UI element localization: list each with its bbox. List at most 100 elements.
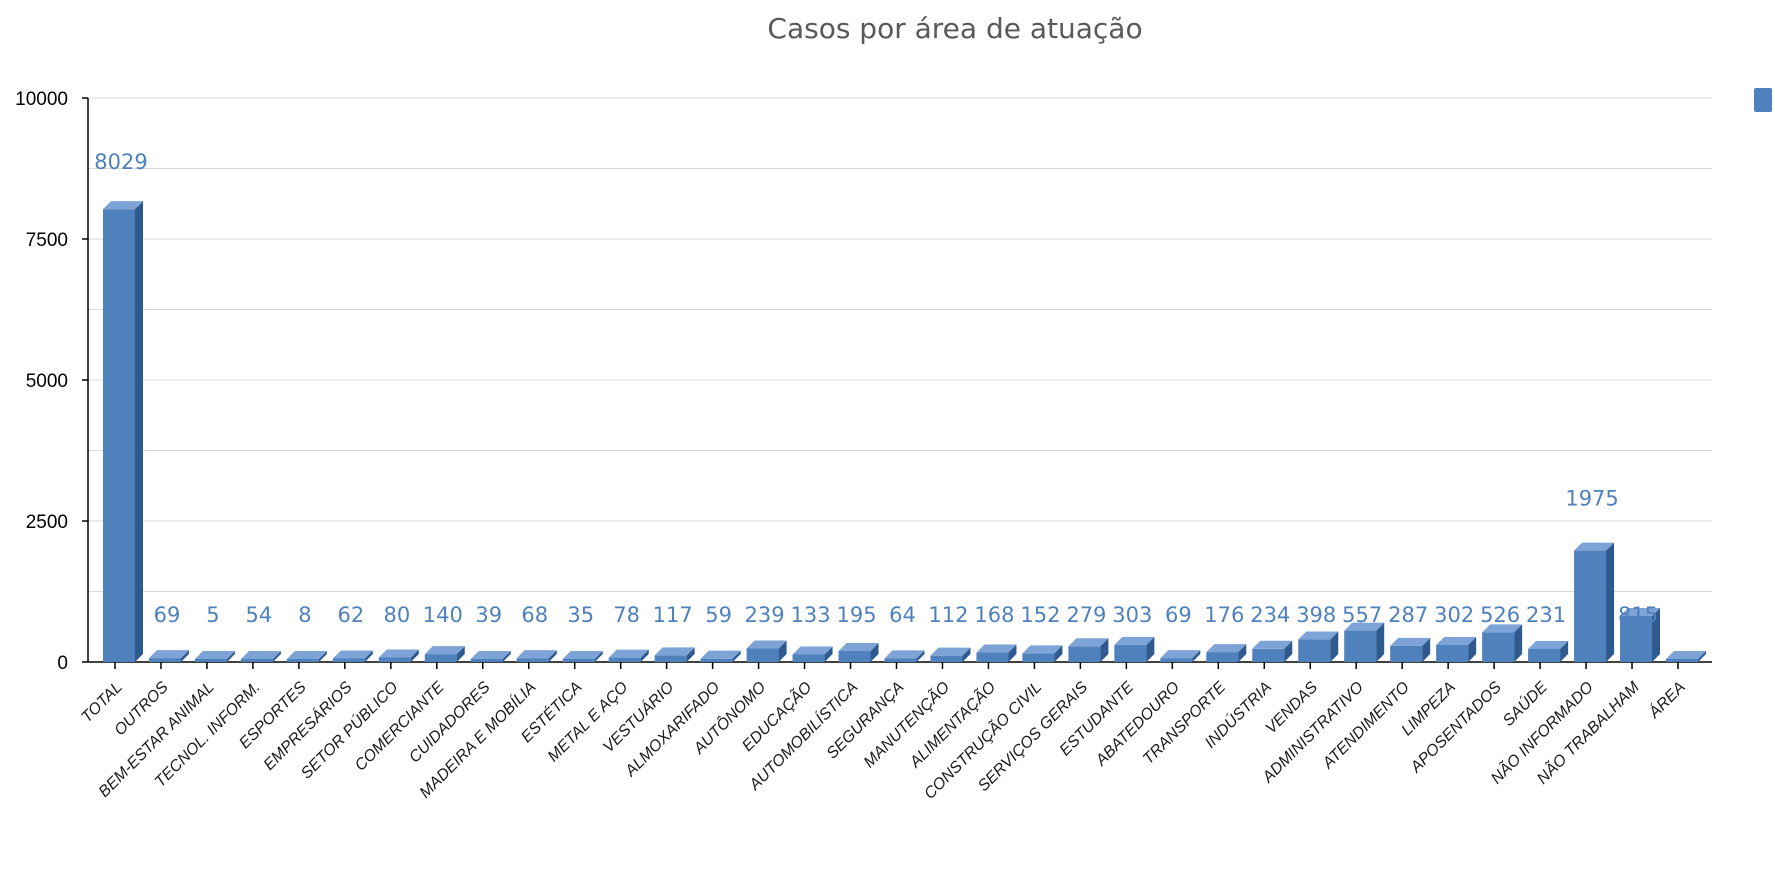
- bar: [1022, 645, 1063, 662]
- data-label: 54: [246, 603, 273, 627]
- data-label: 5: [206, 603, 219, 627]
- bar-side: [1054, 645, 1063, 662]
- bar-side: [1514, 624, 1523, 662]
- bar: [1114, 636, 1155, 662]
- data-label: 303: [1112, 603, 1152, 627]
- bar: [378, 649, 419, 662]
- bar-front: [240, 658, 273, 662]
- bar-top: [332, 650, 373, 659]
- bar-top: [1390, 637, 1431, 646]
- data-label: 117: [653, 603, 693, 627]
- data-label: 59: [705, 603, 732, 627]
- bar-top: [194, 651, 235, 659]
- bar-side: [410, 649, 419, 662]
- chart-title: Casos por área de atuação: [767, 12, 1142, 45]
- bars: [103, 201, 1706, 662]
- y-tick-label: 7500: [26, 230, 68, 251]
- bar-top: [1068, 638, 1109, 647]
- bar: [516, 650, 557, 662]
- bar-front: [838, 651, 871, 662]
- bar: [1528, 640, 1569, 662]
- bar-side: [870, 643, 879, 662]
- data-label: 398: [1296, 603, 1336, 627]
- bar-side: [1100, 638, 1109, 662]
- data-label: 302: [1434, 603, 1474, 627]
- bar: [608, 649, 649, 662]
- legend-swatch: [1754, 88, 1772, 112]
- bar-top: [838, 643, 879, 652]
- bar-front: [1436, 644, 1469, 662]
- bar-top: [1482, 624, 1523, 633]
- bar: [1298, 631, 1339, 662]
- bar-front: [746, 648, 779, 662]
- bar: [103, 201, 143, 662]
- data-label: 195: [836, 603, 876, 627]
- bar-side: [1422, 637, 1431, 662]
- bar: [1344, 622, 1385, 662]
- bar-side: [1146, 636, 1155, 662]
- bar: [470, 651, 511, 662]
- bar-front: [930, 655, 963, 662]
- bar: [792, 646, 833, 662]
- bar-side: [1330, 631, 1339, 662]
- data-label: 557: [1342, 603, 1382, 627]
- data-label: 112: [928, 603, 968, 627]
- bar-front: [1528, 648, 1561, 662]
- bar-side: [686, 647, 695, 662]
- bar: [654, 647, 695, 662]
- bar-top: [1666, 651, 1706, 659]
- bar-side: [778, 640, 787, 662]
- bar: [1390, 637, 1431, 662]
- bar-front: [1482, 632, 1515, 662]
- bar-front: [1252, 648, 1285, 662]
- bar-side: [456, 646, 465, 662]
- bar: [562, 651, 603, 662]
- bar-front: [562, 659, 595, 662]
- bar-top: [1114, 636, 1155, 645]
- data-label: 815: [1618, 603, 1658, 627]
- bar: [930, 647, 971, 662]
- bar-front: [654, 655, 687, 662]
- bar: [838, 643, 879, 662]
- bar-top: [1252, 640, 1293, 649]
- x-tick-label: TRANSPORTE: [1140, 679, 1229, 768]
- bar-front: [1022, 653, 1055, 662]
- bar: [240, 650, 281, 662]
- gridlines: [87, 97, 1712, 663]
- bar-top: [608, 649, 649, 658]
- data-label: 279: [1066, 603, 1106, 627]
- bar-front: [378, 657, 411, 662]
- bar: [746, 640, 787, 662]
- bar-side: [272, 650, 281, 662]
- x-tick-label: METAL E AÇO: [545, 679, 632, 766]
- bar: [148, 650, 189, 662]
- bar-side: [548, 650, 557, 662]
- bar: [1206, 644, 1247, 662]
- bar-side: [1192, 650, 1201, 662]
- data-label: 133: [791, 603, 831, 627]
- bar-front: [608, 657, 641, 662]
- bar: [332, 650, 373, 662]
- bar-side: [135, 201, 143, 662]
- bar-side: [1698, 651, 1706, 662]
- bar: [286, 651, 327, 662]
- bar-top: [470, 651, 511, 659]
- data-label: 78: [613, 603, 640, 627]
- y-tick-label: 10000: [15, 89, 68, 110]
- bar-top: [792, 646, 833, 655]
- bar-front: [194, 659, 227, 662]
- bar: [424, 646, 465, 662]
- y-axis-ticks: 0 2500 5000 7500 10000: [15, 89, 88, 674]
- y-tick-label: 0: [57, 653, 68, 674]
- bar-top: [1206, 644, 1247, 653]
- bar-side: [1376, 622, 1385, 662]
- bar-side: [1238, 644, 1247, 662]
- bar-top: [103, 201, 143, 210]
- data-label: 64: [889, 603, 916, 627]
- bar: [1574, 542, 1615, 662]
- bar-side: [962, 647, 971, 662]
- bar-top: [1022, 645, 1063, 654]
- data-label: 69: [1165, 603, 1192, 627]
- bar-front: [1390, 645, 1423, 662]
